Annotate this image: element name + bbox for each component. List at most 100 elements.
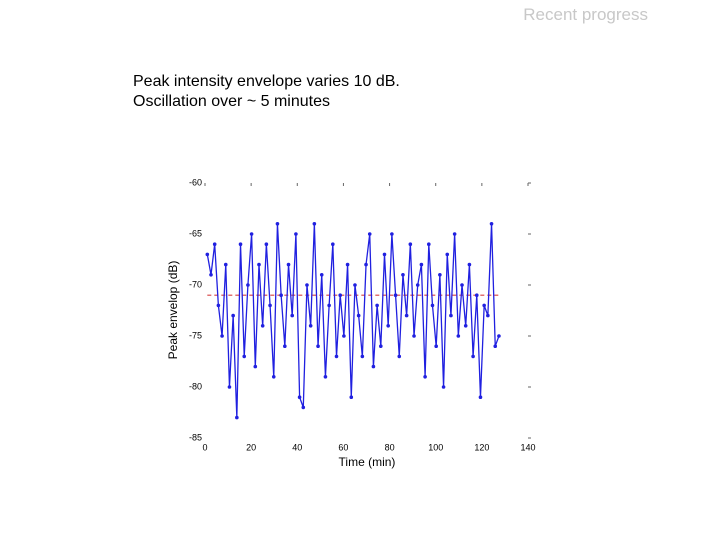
point: [426, 242, 431, 246]
point: [430, 303, 435, 308]
point: [401, 273, 405, 277]
point: [246, 283, 250, 287]
x-tick-label: 0: [202, 442, 207, 452]
point: [349, 395, 354, 400]
bullet: Peak intensity envelope varies 10 dB.: [133, 73, 400, 90]
point: [404, 313, 409, 318]
point: [397, 354, 402, 359]
point: [353, 283, 357, 287]
point: [471, 354, 475, 359]
point: [235, 415, 239, 420]
y-tick-label: -85: [189, 432, 202, 442]
x-tick-label: 80: [385, 442, 395, 452]
point: [367, 232, 372, 236]
point: [423, 375, 427, 379]
slide-title: Recent progress: [523, 5, 648, 24]
point: [412, 334, 416, 338]
point: [445, 252, 450, 257]
body-text: Peak intensity envelope varies 10 dB. Os…: [133, 72, 400, 112]
point: [452, 232, 457, 236]
point: [238, 242, 243, 246]
point: [360, 354, 365, 359]
point: [227, 385, 232, 389]
point: [489, 222, 494, 226]
point: [264, 242, 269, 246]
point: [364, 262, 368, 267]
point: [327, 303, 331, 308]
point: [379, 344, 383, 349]
point: [220, 334, 224, 338]
point: [271, 375, 276, 379]
point: [212, 242, 217, 246]
point: [467, 262, 472, 267]
point: [242, 354, 247, 359]
point: [319, 273, 324, 277]
point: [463, 324, 468, 328]
x-tick-label: 100: [428, 442, 443, 452]
point: [449, 313, 453, 318]
point: [338, 293, 342, 298]
point: [308, 324, 313, 328]
point: [474, 293, 479, 298]
point: [316, 344, 320, 349]
point: [205, 252, 210, 257]
point: [441, 385, 446, 389]
point: [334, 354, 339, 359]
y-tick-label: -70: [189, 279, 202, 289]
point: [345, 262, 350, 267]
point: [249, 232, 254, 236]
point: [253, 364, 258, 369]
point: [260, 324, 265, 328]
point: [283, 344, 287, 349]
point: [456, 334, 461, 338]
series-line: [206, 223, 500, 418]
point: [257, 262, 261, 267]
point: [382, 252, 387, 257]
x-tick-label: 140: [520, 442, 535, 452]
point: [331, 242, 335, 246]
point: [290, 313, 295, 318]
point: [305, 283, 309, 287]
point: [482, 303, 486, 308]
point: [415, 283, 420, 287]
point: [209, 273, 213, 277]
y-tick-label: -80: [189, 381, 202, 391]
point: [438, 273, 442, 277]
point: [460, 283, 464, 287]
y-axis-label: Peak envelop (dB): [166, 261, 180, 360]
point: [497, 334, 501, 338]
x-tick-label: 20: [246, 442, 256, 452]
point: [323, 375, 328, 379]
point: [342, 334, 346, 338]
point: [231, 313, 235, 318]
point: [294, 232, 298, 236]
y-tick-label: -65: [189, 228, 202, 238]
point: [393, 293, 398, 298]
point: [312, 222, 317, 226]
point: [386, 324, 390, 328]
y-tick-label: -60: [189, 177, 202, 187]
point: [419, 262, 424, 267]
point: [356, 313, 361, 318]
x-tick-label: 120: [474, 442, 489, 452]
bullet: Oscillation over ~ 5 minutes: [133, 93, 330, 110]
point: [286, 262, 291, 267]
point: [268, 303, 272, 308]
y-tick-label: -75: [189, 330, 202, 340]
point: [297, 395, 302, 400]
point: [478, 395, 483, 400]
point: [371, 364, 376, 369]
point: [390, 232, 394, 236]
point: [486, 313, 490, 318]
point: [216, 303, 221, 308]
point: [301, 405, 306, 410]
point: [275, 222, 280, 226]
point: [493, 344, 498, 349]
x-axis-label: Time (min): [339, 455, 396, 469]
point: [223, 262, 228, 267]
point: [279, 293, 283, 298]
x-tick-label: 40: [292, 442, 302, 452]
x-tick-label: 60: [338, 442, 348, 452]
